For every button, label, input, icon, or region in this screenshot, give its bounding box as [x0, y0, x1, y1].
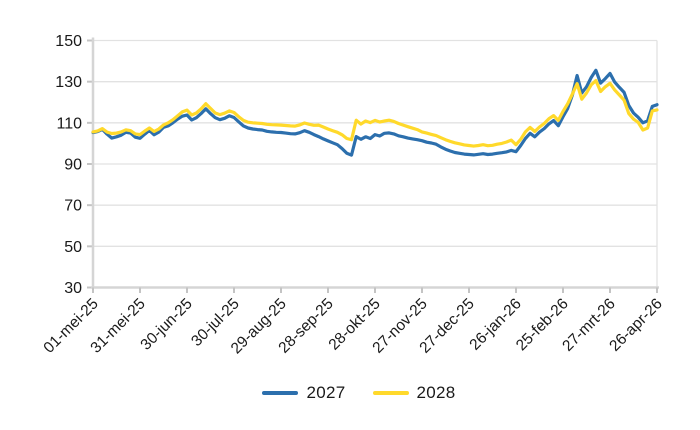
legend-item-2028: 2028: [372, 383, 456, 403]
y-axis-label: 50: [64, 239, 82, 256]
legend-label-2027: 2027: [306, 383, 346, 402]
x-axis-label: 30-jun-25: [137, 295, 195, 353]
series-line-2027: [91, 68, 659, 157]
legend-label-2028: 2028: [416, 383, 456, 402]
y-axis-label: 110: [56, 115, 82, 132]
y-axis-label: 150: [55, 33, 82, 50]
y-axis-label: 90: [64, 157, 82, 174]
y-axis-label: 70: [64, 198, 82, 215]
legend-swatch-2028: [372, 390, 409, 396]
legend-swatch-2027: [262, 390, 299, 396]
legend-item-2027: 2027: [262, 383, 345, 403]
y-axis-label: 30: [64, 280, 82, 297]
series-line-2028: [91, 78, 659, 148]
legend: 2027 2028: [9, 383, 700, 403]
y-axis-label: 130: [55, 74, 82, 91]
